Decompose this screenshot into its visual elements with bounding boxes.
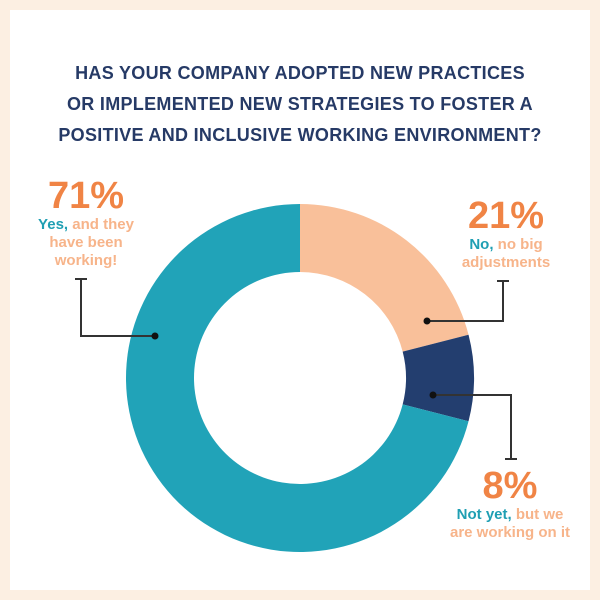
key-text: Not yet, — [456, 506, 512, 523]
chart-title: HAS YOUR COMPANY ADOPTED NEW PRACTICES O… — [10, 58, 590, 151]
label-no: 21% No, no big adjustments — [436, 196, 576, 272]
rest-text: have been — [49, 234, 123, 251]
leader-line — [429, 391, 517, 460]
percent-label: 8% — [482, 465, 538, 507]
label-yes: 71% Yes, and they have been working! — [26, 176, 146, 270]
donut-slice — [300, 204, 469, 352]
leader-dot — [151, 332, 159, 340]
donut-slice — [402, 334, 475, 422]
leader-dot — [423, 317, 431, 325]
title-line: HAS YOUR COMPANY ADOPTED NEW PRACTICES — [75, 63, 525, 83]
leader-dot — [429, 391, 437, 399]
leader-line — [75, 278, 159, 340]
title-line: POSITIVE AND INCLUSIVE WORKING ENVIRONME… — [58, 125, 542, 145]
donut-slice — [126, 204, 469, 552]
label-not-yet: 8% Not yet, but we are working on it — [440, 466, 580, 542]
leader-line — [423, 280, 509, 325]
rest-text: no big — [497, 236, 543, 253]
key-text: No, — [469, 236, 494, 253]
key-text: Yes, — [38, 216, 69, 233]
rest-text: working! — [54, 252, 118, 269]
rest-text: adjustments — [461, 254, 551, 271]
rest-text: but we — [515, 506, 564, 523]
title-line: OR IMPLEMENTED NEW STRATEGIES TO FOSTER … — [67, 94, 533, 114]
percent-label: 71% — [47, 175, 125, 217]
percent-label: 21% — [467, 195, 545, 237]
rest-text: are working on it — [449, 524, 570, 541]
rest-text: and they — [72, 216, 134, 233]
